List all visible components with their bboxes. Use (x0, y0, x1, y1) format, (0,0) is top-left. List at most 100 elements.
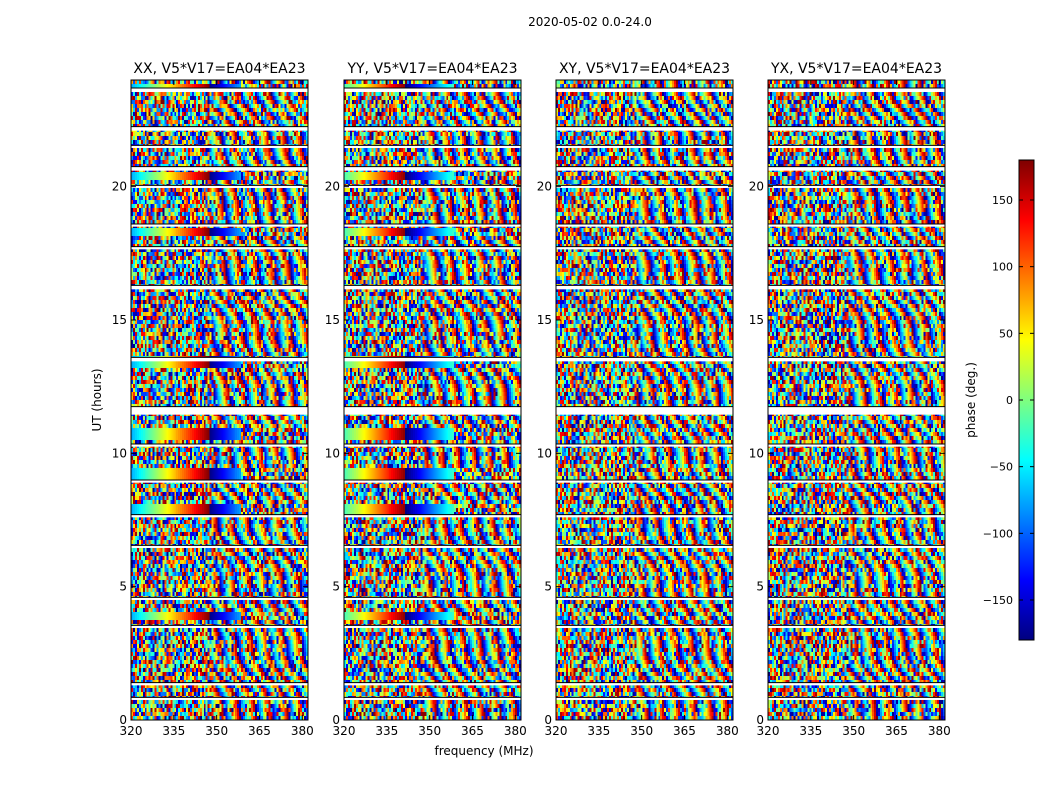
colorbar-tick-label: 0 (1006, 394, 1013, 407)
colorbar-label: phase (deg.) (964, 362, 978, 438)
panels-group: XX, V5*V17=EA04*EA23 320 335 350 365 380 0 5 10 1… (112, 61, 951, 738)
panel-1-frame (130, 79, 309, 721)
y-tick-label: 15 (112, 313, 127, 327)
y-tick-label: 10 (325, 446, 340, 460)
flagged-band (344, 246, 521, 250)
panel-1-title: XX, V5*V17=EA04*EA23 (133, 61, 305, 77)
x-tick-label: 350 (205, 724, 228, 738)
flagged-band (344, 597, 521, 600)
flagged-band (344, 406, 521, 415)
y-tick-label: 10 (112, 446, 127, 460)
panel-3-phase-image (556, 80, 733, 720)
panel-1: XX, V5*V17=EA04*EA23 320 335 350 365 380 0 5 10 1… (112, 61, 314, 738)
panel-4-frame (767, 79, 946, 721)
flagged-band (556, 166, 733, 171)
flagged-band (344, 126, 521, 131)
flagged-band (556, 246, 733, 250)
colorbar-tick-label: −150 (983, 594, 1013, 607)
flagged-band (344, 480, 521, 483)
flagged-band (556, 625, 733, 628)
y-tick-label: 20 (112, 180, 127, 194)
y-tick-label: 0 (332, 713, 340, 727)
flagged-band (556, 357, 733, 362)
panel-3-title: XY, V5*V17=EA04*EA23 (559, 61, 730, 77)
x-tick-label: 320 (120, 724, 143, 738)
flagged-band (344, 224, 521, 227)
x-tick-label: 320 (757, 724, 780, 738)
flagged-band (344, 514, 521, 518)
panel-4-phase-image (768, 80, 945, 720)
flagged-band (344, 145, 521, 148)
x-tick-label: 365 (248, 724, 271, 738)
flagged-band (131, 224, 308, 227)
panel-4: YX, V5*V17=EA04*EA23 320 335 350 365 380 0 5 10 1… (749, 61, 951, 738)
flagged-band (556, 697, 733, 700)
colorbar-tick-label: −100 (983, 527, 1013, 540)
flagged-band (768, 246, 945, 250)
x-tick-label: 380 (291, 724, 314, 738)
flagged-band (556, 88, 733, 92)
flagged-band (131, 545, 308, 548)
flagged-band (131, 682, 308, 686)
flagged-band (768, 597, 945, 600)
flagged-band (131, 145, 308, 148)
x-axis-label: frequency (MHz) (434, 744, 533, 758)
x-tick-label: 335 (162, 724, 185, 738)
y-tick-label: 5 (332, 580, 340, 594)
flagged-band (344, 357, 521, 362)
colorbar-tick-label: 100 (992, 261, 1013, 274)
flagged-band (131, 406, 308, 415)
x-tick-label: 350 (418, 724, 441, 738)
y-tick-label: 5 (119, 580, 127, 594)
flagged-band (768, 444, 945, 447)
colorbar-tick-label: 50 (999, 327, 1013, 340)
flagged-band (768, 406, 945, 415)
x-tick-label: 350 (842, 724, 865, 738)
flagged-band (131, 697, 308, 700)
y-tick-label: 15 (749, 313, 764, 327)
y-tick-label: 20 (537, 180, 552, 194)
flagged-band (344, 88, 521, 92)
x-tick-label: 335 (587, 724, 610, 738)
colorbar: 150 100 50 0 −50 −100 −150 phase (deg.) (964, 159, 1035, 641)
x-tick-label: 320 (333, 724, 356, 738)
panel-4-title: YX, V5*V17=EA04*EA23 (770, 61, 942, 77)
flagged-band (556, 682, 733, 686)
figure-suptitle: 2020-05-02 0.0-24.0 (528, 15, 652, 29)
flagged-band (131, 285, 308, 290)
flagged-band (131, 185, 308, 188)
flagged-band (768, 166, 945, 171)
flagged-band (768, 185, 945, 188)
y-tick-label: 0 (756, 713, 764, 727)
y-tick-label: 15 (537, 313, 552, 327)
flagged-band (768, 697, 945, 700)
flagged-band (131, 514, 308, 518)
flagged-band (344, 185, 521, 188)
x-tick-label: 380 (928, 724, 951, 738)
y-tick-label: 10 (537, 446, 552, 460)
colorbar-ticks: 150 100 50 0 −50 −100 −150 (983, 194, 1034, 607)
flagged-band (131, 126, 308, 131)
panel-2-title: YY, V5*V17=EA04*EA23 (346, 61, 517, 77)
flagged-band (556, 185, 733, 188)
flagged-band (556, 597, 733, 600)
flagged-band (768, 126, 945, 131)
flagged-band (131, 357, 308, 362)
flagged-band (131, 597, 308, 600)
flagged-band (556, 514, 733, 518)
flagged-band (131, 625, 308, 628)
x-tick-label: 365 (885, 724, 908, 738)
y-tick-label: 5 (756, 580, 764, 594)
panel-2-phase-image (344, 80, 521, 720)
flagged-band (344, 444, 521, 447)
y-tick-label: 0 (119, 713, 127, 727)
flagged-band (344, 545, 521, 548)
flagged-band (768, 514, 945, 518)
flagged-band (131, 480, 308, 483)
flagged-band (768, 357, 945, 362)
flagged-band (344, 285, 521, 290)
flagged-band (768, 145, 945, 148)
flagged-band (556, 224, 733, 227)
x-tick-label: 335 (799, 724, 822, 738)
